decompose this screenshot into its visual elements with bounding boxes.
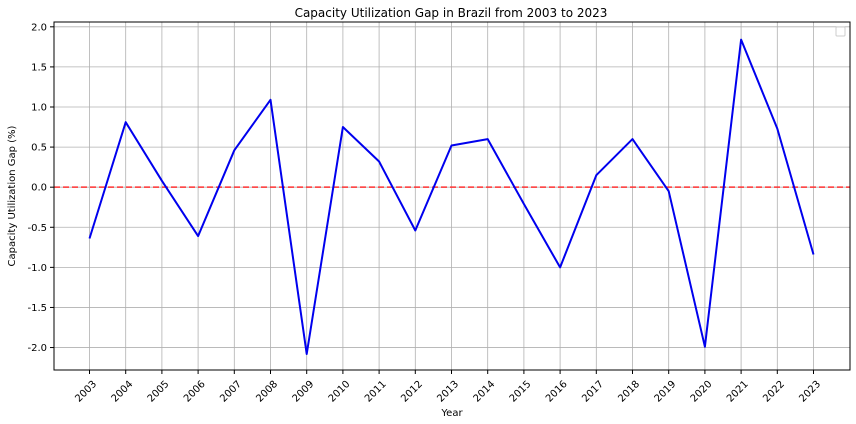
y-tick-label: -1.0	[27, 263, 47, 274]
y-tick-label: -1.5	[27, 303, 47, 314]
y-tick-label: -2.0	[27, 343, 47, 354]
series-group	[88, 38, 815, 355]
y-axis-label: Capacity Utilization Gap (%)	[7, 125, 18, 266]
grid	[54, 22, 850, 370]
chart-title: Capacity Utilization Gap in Brazil from …	[295, 6, 608, 20]
series-line	[88, 38, 815, 355]
y-tick-label: 1.5	[31, 62, 47, 73]
y-tick-label: 0.5	[31, 143, 47, 154]
x-axis-label: Year	[440, 408, 463, 419]
y-axis-ticks: -2.0 -1.5 -1.0 -0.5 0.0 0.5 1.0 1.5 2.0	[27, 22, 54, 354]
y-tick-label: 2.0	[31, 22, 47, 33]
y-tick-label: 0.0	[31, 183, 47, 194]
legend-box	[835, 26, 846, 37]
y-tick-label: -0.5	[27, 223, 47, 234]
y-tick-label: 1.0	[31, 102, 47, 113]
plot-frame	[53, 21, 851, 371]
